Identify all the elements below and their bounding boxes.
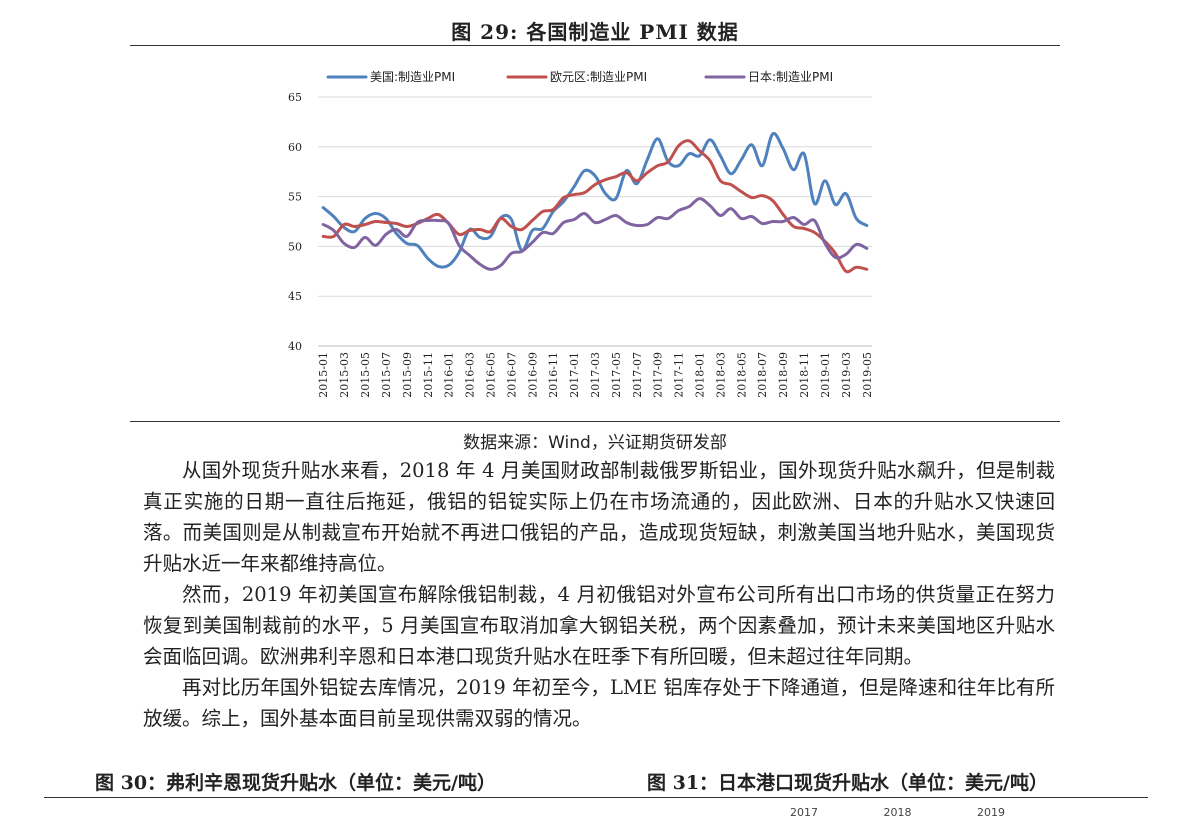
x-tick-label-2016-07: 2016-07 (505, 352, 518, 398)
x-tick-label-2018-01: 2018-01 (694, 352, 707, 398)
legend-label-us-pmi: 美国:制造业PMI (370, 70, 455, 84)
next-figure-rule (44, 797, 1148, 798)
x-tick-label-2015-01: 2015-01 (317, 352, 330, 398)
series-line-us-pmi (321, 131, 869, 269)
x-tick-label-2015-07: 2015-07 (380, 352, 393, 398)
top-rule (130, 45, 1060, 46)
x-tick-label-2019-01: 2019-01 (819, 352, 832, 398)
x-tick-label-2018-05: 2018-05 (735, 352, 748, 398)
x-tick-label-2017-09: 2017-09 (652, 352, 665, 398)
series-line-japan-pmi (321, 197, 869, 271)
x-tick-label-2015-03: 2015-03 (338, 352, 351, 398)
x-tick-label-2016-03: 2016-03 (464, 352, 477, 398)
y-tick-label-40: 40 (288, 340, 302, 353)
x-tick-label-2016-11: 2016-11 (547, 352, 560, 398)
y-tick-label-60: 60 (288, 141, 302, 154)
x-tick-label-2018-09: 2018-09 (777, 352, 790, 398)
x-tick-label-2018-07: 2018-07 (756, 352, 769, 398)
x-tick-label-2016-05: 2016-05 (484, 352, 497, 398)
pmi-line-chart: 40 45 50 55 60 65 2015-01 2015-03 2015-05 2015-07… (288, 70, 874, 398)
figure-title: 图 29: 各国制造业 PMI 数据 (451, 20, 739, 44)
body-text: 从国外现货升贴水来看，2018 年 4 月美国财政部制裁俄罗斯铝业，国外现货升贴… (143, 455, 1055, 734)
x-tick-label-2015-11: 2015-11 (422, 352, 435, 398)
y-tick-label-50: 50 (288, 240, 302, 253)
paragraph-1: 从国外现货升贴水来看，2018 年 4 月美国财政部制裁俄罗斯铝业，国外现货升贴… (143, 459, 1055, 575)
legend-label-japan-pmi: 日本:制造业PMI (748, 70, 833, 84)
x-tick-label-2018-11: 2018-11 (798, 352, 811, 398)
x-tick-label-2017-07: 2017-07 (631, 352, 644, 398)
x-tick-label-2019-05: 2019-05 (861, 352, 874, 398)
x-tick-label-2018-03: 2018-03 (714, 352, 727, 398)
x-tick-label-2017-11: 2017-11 (673, 352, 686, 398)
x-tick-label-2015-05: 2015-05 (359, 352, 372, 398)
y-tick-label-55: 55 (288, 191, 302, 204)
chart-bottom-rule (130, 421, 1060, 422)
x-tick-label-2017-03: 2017-03 (589, 352, 602, 398)
data-source: 数据来源：Wind，兴证期货研发部 (463, 433, 727, 453)
figure-30-title: 图 30：弗利辛恩现货升贴水（单位：美元/吨） (95, 772, 496, 794)
series-line-eurozone-pmi (321, 139, 869, 274)
x-tick-label-2019-03: 2019-03 (840, 352, 853, 398)
y-tick-label-65: 65 (288, 91, 302, 104)
x-tick-label-2017-01: 2017-01 (568, 352, 581, 398)
legend-label-eurozone-pmi: 欧元区:制造业PMI (550, 70, 647, 84)
x-tick-label-2016-01: 2016-01 (443, 352, 456, 398)
x-tick-label-2016-09: 2016-09 (526, 352, 539, 398)
x-tick-label-2017-05: 2017-05 (610, 352, 623, 398)
paragraph-3: 再对比历年国外铝锭去库情况，2019 年初至今，LME 铝库存处于下降通道，但是… (143, 676, 1055, 730)
x-tick-label-2015-09: 2015-09 (401, 352, 414, 398)
y-tick-label-45: 45 (288, 290, 302, 303)
figure-31-title: 图 31：日本港口现货升贴水（单位：美元/吨） (647, 772, 1048, 794)
paragraph-2: 然而，2019 年初美国宣布解除俄铝制裁，4 月初俄铝对外宣布公司所有出口市场的… (143, 583, 1055, 668)
